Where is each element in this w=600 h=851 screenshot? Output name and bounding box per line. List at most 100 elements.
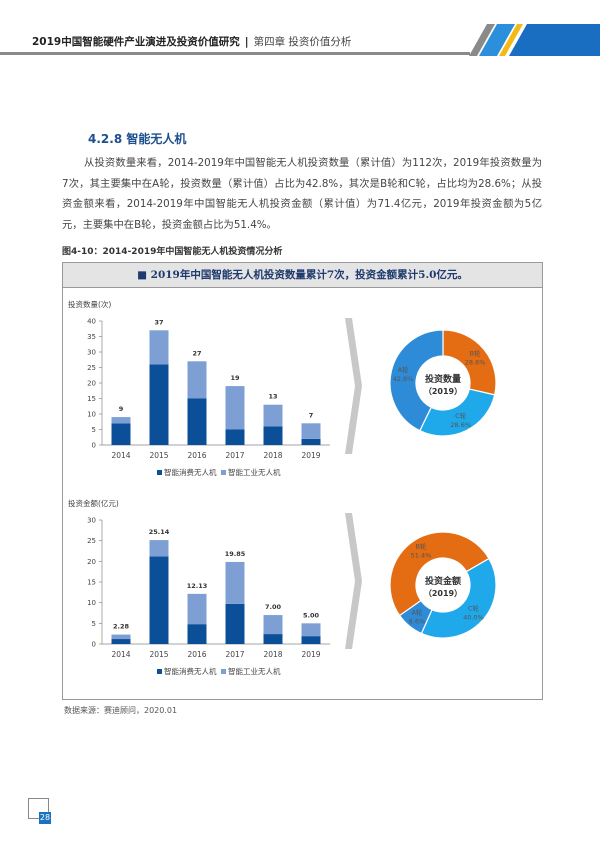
bar-industrial-2014 (111, 417, 131, 424)
slice-value: 42.8% (393, 375, 414, 383)
bar-industrial-2016 (187, 593, 207, 625)
y-tick-label: 25 (87, 364, 96, 372)
x-tick-label: 2016 (187, 650, 206, 659)
bar-consumer-2019 (301, 438, 321, 445)
y-tick-label: 5 (92, 426, 96, 434)
header-stripes-decoration (469, 24, 600, 56)
bar-industrial-2014 (111, 634, 131, 640)
slice-value: 51.4% (411, 551, 432, 559)
y-axis-label: 投资金额(亿元) (68, 498, 119, 508)
bar-total-label: 5.00 (303, 611, 320, 619)
bar-consumer-2018 (263, 426, 283, 445)
body-paragraph: 从投资数量来看，2014-2019年中国智能无人机投资数量（累计值）为112次，… (62, 157, 542, 231)
running-header: 2019中国智能硬件产业演进及投资价值研究 | 第四章 投资价值分析 (32, 34, 351, 49)
donut-slice-C轮 (420, 557, 497, 639)
chevron-arrow-icon (345, 318, 362, 454)
x-tick-label: 2018 (263, 451, 282, 460)
figure-caption: 图4-10：2014-2019年中国智能无人机投资情况分析 (62, 247, 283, 257)
header-separator: | (244, 36, 249, 48)
y-tick-label: 5 (92, 620, 96, 628)
legend-swatch (221, 470, 226, 475)
bar-consumer-2016 (187, 624, 207, 644)
bar-consumer-2019 (301, 636, 321, 644)
bar-consumer-2014 (111, 639, 131, 644)
header-rule (0, 52, 470, 55)
slice-value: 28.6% (465, 358, 486, 366)
x-tick-label: 2017 (225, 451, 244, 460)
x-tick-label: 2015 (149, 650, 168, 659)
bar-industrial-2019 (301, 623, 321, 637)
donut-slice-B轮 (389, 531, 490, 617)
y-tick-label: 30 (87, 517, 96, 525)
x-tick-label: 2018 (263, 650, 282, 659)
bar-total-label: 27 (192, 349, 201, 357)
y-tick-label: 15 (87, 395, 96, 403)
bar-industrial-2017 (225, 561, 245, 604)
donut-center-year: （2019） (424, 588, 462, 598)
x-tick-label: 2014 (111, 451, 130, 460)
legend-swatch (157, 669, 162, 674)
donut-center-title: 投资数量 (425, 373, 461, 385)
slice-value: 40.0% (463, 613, 484, 621)
legend-label: 智能消费无人机 (164, 467, 217, 477)
slice-value: 8.6% (409, 618, 426, 626)
x-tick-label: 2014 (111, 650, 130, 659)
bar-industrial-2018 (263, 615, 283, 635)
y-tick-label: 10 (87, 411, 96, 419)
bar-industrial-2017 (225, 386, 245, 430)
bar-industrial-2015 (149, 540, 169, 557)
slice-label: C轮 (468, 603, 480, 612)
y-tick-label: 20 (87, 558, 96, 566)
page-number: 28 (39, 812, 51, 824)
bar-industrial-2016 (187, 361, 207, 399)
slice-label: B轮 (470, 348, 481, 357)
bar-consumer-2016 (187, 398, 207, 445)
y-tick-label: 25 (87, 537, 96, 545)
legend-label: 智能消费无人机 (164, 666, 217, 676)
bar-industrial-2019 (301, 423, 321, 439)
figure-headline: ■ 2019年中国智能无人机投资数量累计7次，投资金额累计5.0亿元。 (62, 262, 543, 288)
bar-consumer-2015 (149, 364, 169, 445)
donut-center-title: 投资金额 (425, 575, 461, 587)
slice-label: A轮 (398, 365, 409, 374)
bar-total-label: 2.28 (113, 623, 130, 631)
bar-total-label: 7 (309, 411, 314, 419)
x-tick-label: 2015 (149, 451, 168, 460)
report-title: 2019中国智能硬件产业演进及投资价值研究 (32, 36, 240, 48)
bar-consumer-2017 (225, 429, 245, 445)
section-title: 4.2.8 智能无人机 (88, 132, 187, 146)
chevron-arrow-icon (345, 513, 362, 649)
slice-label: C轮 (455, 411, 467, 420)
bar-total-label: 7.00 (265, 603, 282, 611)
y-tick-label: 15 (87, 579, 96, 587)
bar-total-label: 12.13 (187, 582, 208, 590)
bar-consumer-2017 (225, 603, 245, 644)
y-tick-label: 40 (87, 318, 96, 326)
y-tick-label: 10 (87, 599, 96, 607)
legend-swatch (157, 470, 162, 475)
y-tick-label: 20 (87, 380, 96, 388)
bar-total-label: 19 (230, 374, 240, 382)
x-tick-label: 2017 (225, 650, 244, 659)
slice-label: A轮 (411, 608, 422, 617)
bar-consumer-2015 (149, 556, 169, 644)
bar-total-label: 25.14 (149, 528, 170, 536)
bar-industrial-2015 (149, 330, 169, 365)
page-number-frame (28, 798, 49, 819)
bar-consumer-2014 (111, 423, 131, 445)
y-tick-label: 30 (87, 349, 96, 357)
donut-center-year: （2019） (424, 386, 462, 396)
x-tick-label: 2019 (301, 650, 320, 659)
x-tick-label: 2019 (301, 451, 320, 460)
y-tick-label: 35 (87, 333, 96, 341)
x-tick-label: 2016 (187, 451, 206, 460)
y-axis-label: 投资数量(次) (68, 299, 111, 309)
bar-total-label: 13 (268, 393, 277, 401)
y-tick-label: 0 (92, 442, 96, 450)
legend-label: 智能工业无人机 (228, 467, 281, 477)
bar-total-label: 37 (154, 318, 163, 326)
legend-swatch (221, 669, 226, 674)
donut-slice-A轮 (389, 329, 444, 432)
